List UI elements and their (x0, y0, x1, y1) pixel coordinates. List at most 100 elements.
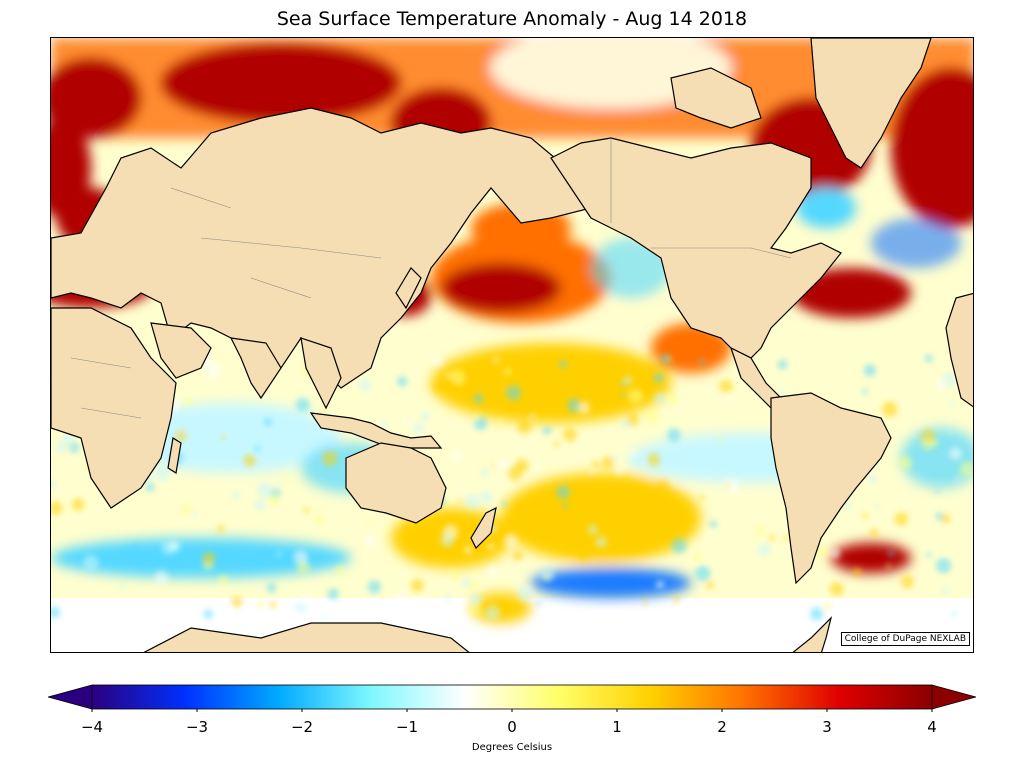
arabia-land (150, 322, 212, 379)
anomaly-speckle-dot (955, 476, 960, 481)
s-pacific-cool (531, 568, 691, 598)
antarctic-peninsula-land (792, 616, 833, 652)
greenland-sea-warm (891, 68, 973, 228)
anomaly-speckle-dot (575, 546, 591, 561)
anomaly-speckle-dot (512, 549, 524, 561)
anomaly-speckle-dot (810, 607, 824, 621)
anomaly-speckle-dot (542, 426, 552, 435)
colorbar-tick-label: −2 (290, 718, 314, 736)
anomaly-speckle-dot (413, 422, 425, 434)
colorbar-outline-low (48, 684, 93, 710)
anomaly-speckle-dot (948, 401, 955, 407)
se-asia-land (300, 337, 342, 410)
s-indian-cool (51, 538, 351, 578)
anomaly-speckle-dot (863, 364, 876, 377)
credit-label: College of DuPage NEXLAB (840, 632, 970, 646)
anomaly-speckle-dot (719, 379, 733, 393)
anomaly-speckle-dot (699, 359, 705, 365)
sw-atlantic-warm (831, 543, 911, 573)
anomaly-speckle-dot (119, 584, 125, 590)
anomaly-speckle-dot (660, 353, 671, 364)
anomaly-speckle-dot (204, 365, 210, 371)
anomaly-speckle-dot (647, 453, 661, 467)
anomaly-speckle-dot (692, 552, 703, 562)
anomaly-speckle-dot (673, 596, 680, 603)
anomaly-speckle-dot (322, 451, 337, 466)
anomaly-speckle-dot (942, 372, 957, 387)
anomaly-speckle-dot (629, 454, 644, 469)
anomaly-speckle-dot (169, 540, 181, 552)
anomaly-speckle-dot (768, 535, 775, 542)
anomaly-speckle-dot (282, 478, 288, 484)
anomaly-speckle-dot (888, 550, 894, 557)
anomaly-speckle-dot (723, 478, 740, 494)
anomaly-speckle-dot (725, 396, 731, 403)
anomaly-speckle-dot (51, 501, 63, 515)
anomaly-speckle-dot (450, 369, 466, 386)
political-borders (70, 138, 792, 419)
anomaly-speckle-dot (653, 372, 664, 383)
anomaly-speckle-dot (726, 598, 732, 603)
kara-warm-anomaly (51, 58, 141, 138)
anomaly-speckle-dot (886, 563, 891, 569)
anomaly-speckle-dot (51, 606, 61, 619)
beaufort-pale (491, 38, 731, 108)
anomaly-speckle-dot (556, 485, 570, 499)
anomaly-speckle-dot (462, 578, 472, 588)
anomaly-speckle-dot (203, 609, 214, 619)
anomaly-speckle-dot (145, 482, 155, 492)
anomaly-speckle-dot (72, 498, 85, 511)
anomaly-speckle-dot (830, 582, 844, 596)
anomaly-speckle-dot (267, 493, 280, 506)
anomaly-speckle-dot (221, 434, 226, 440)
anomaly-speckle-dot (643, 599, 648, 605)
canadian-arctic-islands (670, 67, 762, 129)
anomaly-speckle-dot (626, 413, 640, 427)
anomaly-speckle-dot (493, 357, 500, 364)
anomaly-speckle-dot (671, 538, 687, 554)
anomaly-speckle-dot (420, 411, 430, 421)
anomaly-speckle-dot (942, 586, 949, 594)
anomaly-speckle-dot (254, 445, 261, 453)
anomaly-speckle-dot (591, 461, 600, 469)
s-atlantic-cool (901, 428, 973, 488)
anomaly-speckle-dot (667, 428, 681, 442)
anomaly-speckle-dot (367, 580, 381, 594)
anomaly-speckle-dot (465, 494, 480, 510)
anomaly-speckle-dot (614, 465, 625, 476)
anomaly-speckle-dot (221, 605, 229, 612)
anomaly-speckle-dot (559, 360, 568, 369)
anomaly-speckle-dot (882, 401, 898, 417)
anomaly-speckle-dot (946, 429, 953, 435)
anomaly-speckle-dot (269, 601, 277, 609)
north-sea-warm (51, 118, 91, 218)
colorbar-tick-label: 1 (612, 718, 622, 736)
greenland-land (810, 38, 932, 169)
anomaly-speckle-dot (589, 470, 595, 476)
colorbar-label: Degrees Celsius (471, 742, 553, 753)
anomaly-speckle-dot (487, 565, 498, 577)
anomaly-speckle-dot (263, 417, 272, 427)
colorbar-tick-label: 3 (822, 718, 832, 736)
anomaly-speckle-dot (486, 542, 495, 551)
anomaly-speckle-dot (940, 513, 951, 524)
west-africa-land (945, 292, 973, 408)
anomaly-speckle-dot (243, 454, 256, 467)
anomaly-speckle-dot (266, 583, 277, 593)
anomaly-speckle-dot (504, 534, 518, 548)
anomaly-speckle-dot (490, 463, 495, 468)
anomaly-speckle-dot (302, 445, 310, 454)
anomaly-speckle-dot (313, 513, 325, 525)
anomaly-speckle-dot (653, 392, 666, 405)
anomaly-speckle-dot (816, 546, 829, 559)
anomaly-speckle-dot (172, 411, 182, 421)
anomaly-speckle-dot (296, 560, 311, 575)
anomaly-speckle-dot (501, 501, 507, 507)
colorbar-outline-high (931, 684, 976, 710)
anomaly-speckle-dot (181, 503, 192, 515)
colorbar-tick-label: 2 (717, 718, 727, 736)
anomaly-speckle-dot (494, 418, 504, 428)
central-pacific-warm (431, 343, 671, 423)
anomaly-speckle-dot (480, 468, 489, 477)
anomaly-speckle-dot (405, 419, 414, 427)
